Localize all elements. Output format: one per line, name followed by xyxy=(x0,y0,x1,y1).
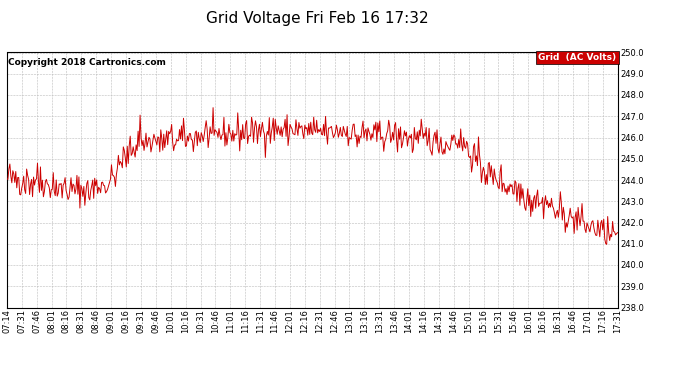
Text: Copyright 2018 Cartronics.com: Copyright 2018 Cartronics.com xyxy=(8,58,166,67)
Text: Grid  (AC Volts): Grid (AC Volts) xyxy=(538,53,616,62)
Text: Grid Voltage Fri Feb 16 17:32: Grid Voltage Fri Feb 16 17:32 xyxy=(206,11,428,26)
